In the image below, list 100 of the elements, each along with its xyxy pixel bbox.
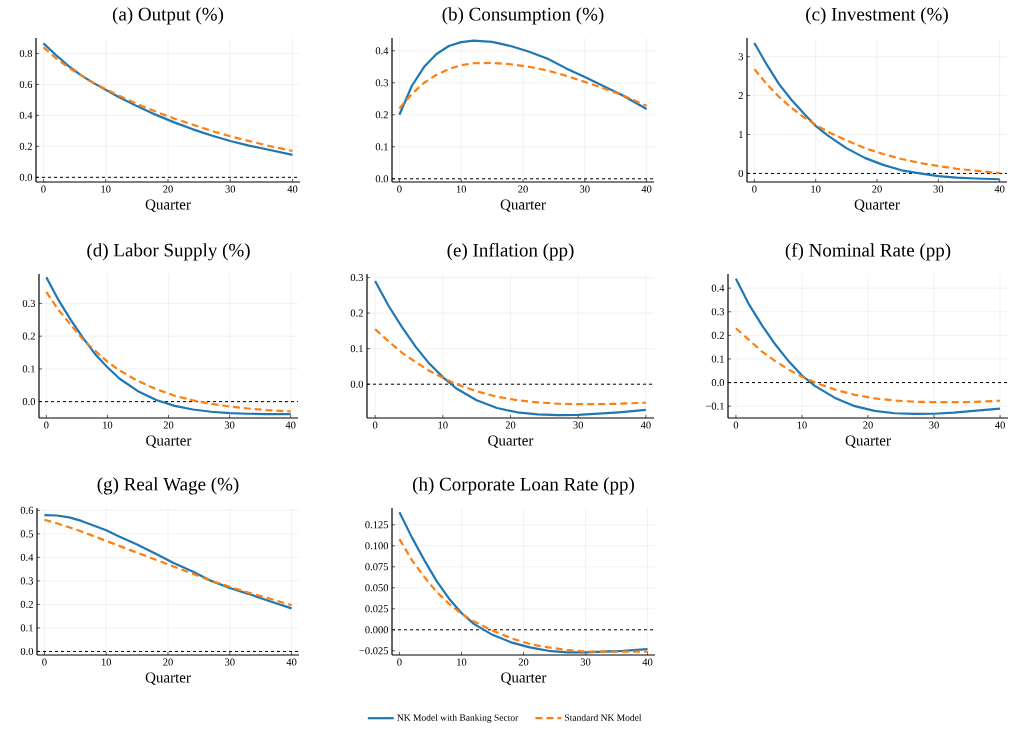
- y-tick-label: 0.000: [365, 626, 389, 634]
- y-tick-label: 0.2: [350, 309, 363, 317]
- y-tick-label: 0.1: [711, 355, 724, 363]
- line-series: [734, 327, 1002, 404]
- x-tick-label: 0: [752, 185, 757, 193]
- chart-title: (h) Corporate Loan Rate (pp): [413, 477, 634, 495]
- y-tick-label: −0.1: [705, 402, 724, 410]
- x-tick-label: 0: [397, 185, 402, 193]
- x-tick-label: 40: [994, 185, 1005, 193]
- line-series: [398, 61, 648, 110]
- y-tick-label: 0.1: [20, 624, 33, 632]
- line-series: [374, 328, 647, 406]
- x-axis-title: Quarter: [146, 435, 192, 448]
- y-tick-label: 0.1: [375, 143, 388, 151]
- x-tick-label: 30: [224, 421, 235, 429]
- line-series: [753, 41, 1001, 181]
- x-tick-label: 10: [456, 185, 467, 193]
- x-tick-label: 40: [995, 421, 1005, 429]
- x-axis-title: Quarter: [145, 199, 191, 212]
- x-tick-label: 40: [641, 185, 652, 193]
- y-tick-label: −0.025: [359, 647, 389, 655]
- x-tick-label: 30: [929, 421, 939, 429]
- y-tick-label: 0.4: [711, 284, 725, 292]
- y-tick-label: 0: [738, 169, 744, 177]
- chart-title: (a) Output (%): [112, 7, 224, 25]
- x-tick-label: 0: [44, 421, 49, 429]
- x-tick-label: 30: [933, 185, 944, 193]
- x-tick-label: 30: [225, 185, 236, 193]
- y-tick-label: 0.1: [22, 365, 35, 373]
- y-tick-label: 0.125: [365, 521, 389, 529]
- y-tick-label: 0.1: [350, 345, 363, 353]
- x-axis-title: Quarter: [145, 672, 191, 685]
- x-tick-label: 0: [397, 658, 402, 666]
- y-tick-label: 0.2: [711, 331, 724, 339]
- chart-title: (g) Real Wage (%): [97, 477, 239, 495]
- x-axis-title: Quarter: [845, 435, 891, 448]
- y-tick-label: 1: [739, 131, 743, 138]
- x-tick-label: 20: [163, 185, 173, 193]
- x-tick-label: 10: [811, 185, 821, 193]
- chart-title: (b) Consumption (%): [442, 7, 604, 25]
- y-tick-label: 0.2: [375, 111, 388, 119]
- chart-title: (d) Labor Supply (%): [87, 243, 250, 261]
- x-tick-label: 20: [518, 185, 528, 193]
- y-tick-label: 0.0: [375, 175, 389, 183]
- x-tick-label: 10: [457, 658, 467, 666]
- y-tick-label: 0.0: [19, 173, 33, 181]
- line-series: [398, 511, 649, 654]
- x-tick-label: 0: [41, 185, 46, 193]
- y-tick-label: 0.2: [22, 332, 35, 340]
- x-axis-title: Quarter: [501, 672, 547, 685]
- x-tick-label: 20: [518, 658, 529, 666]
- y-tick-label: 0.3: [375, 79, 389, 87]
- x-tick-label: 20: [872, 185, 882, 193]
- y-tick-label: 0.050: [365, 584, 389, 592]
- x-tick-label: 10: [797, 421, 807, 429]
- line-series: [753, 68, 1001, 175]
- y-tick-label: 0.0: [20, 647, 34, 656]
- line-series: [374, 280, 647, 417]
- x-tick-label: 30: [225, 658, 235, 666]
- x-axis-title: Quarter: [854, 199, 900, 212]
- x-tick-label: 20: [163, 421, 174, 429]
- y-tick-label: 0.3: [350, 273, 364, 282]
- legend-label: Standard NK Model: [565, 714, 642, 721]
- x-tick-label: 40: [286, 658, 297, 666]
- x-tick-label: 0: [42, 658, 47, 666]
- y-tick-label: 0.0: [711, 379, 725, 387]
- x-tick-label: 20: [163, 658, 173, 666]
- y-tick-label: 3: [738, 53, 744, 61]
- x-tick-label: 10: [101, 185, 111, 193]
- x-tick-label: 30: [580, 185, 590, 193]
- legend-label: NK Model with Banking Sector: [397, 714, 519, 723]
- y-tick-label: 0.3: [20, 577, 34, 585]
- y-tick-label: 0.4: [20, 553, 34, 561]
- x-tick-label: 20: [505, 421, 516, 429]
- x-tick-label: 20: [863, 421, 873, 429]
- y-tick-label: 0.100: [365, 542, 389, 550]
- x-axis-title: Quarter: [488, 435, 534, 448]
- x-tick-label: 40: [287, 185, 298, 193]
- y-tick-label: 0.0: [350, 380, 364, 388]
- y-tick-label: 0.6: [19, 80, 33, 88]
- chart-title: (f) Nominal Rate (pp): [785, 243, 951, 261]
- chart-title: (e) Inflation (pp): [447, 243, 574, 261]
- x-axis-title: Quarter: [500, 199, 546, 212]
- y-tick-label: 0.4: [19, 111, 33, 119]
- line-series: [734, 277, 1002, 416]
- y-tick-label: 0.2: [20, 600, 33, 608]
- x-tick-label: 30: [573, 421, 584, 429]
- y-tick-label: 0.3: [22, 299, 36, 307]
- chart-title: (c) Investment (%): [806, 7, 948, 25]
- x-tick-label: 40: [285, 421, 296, 429]
- y-tick-label: 0.075: [365, 563, 389, 571]
- x-tick-label: 30: [580, 658, 591, 666]
- x-tick-label: 10: [438, 421, 448, 429]
- x-tick-label: 40: [642, 658, 653, 666]
- y-tick-label: 0.025: [365, 605, 389, 613]
- y-tick-label: 2: [738, 92, 743, 100]
- x-tick-label: 10: [103, 421, 113, 429]
- y-tick-label: 0.5: [20, 530, 34, 538]
- y-tick-label: 0.8: [19, 49, 33, 58]
- y-tick-label: 0.0: [22, 398, 36, 406]
